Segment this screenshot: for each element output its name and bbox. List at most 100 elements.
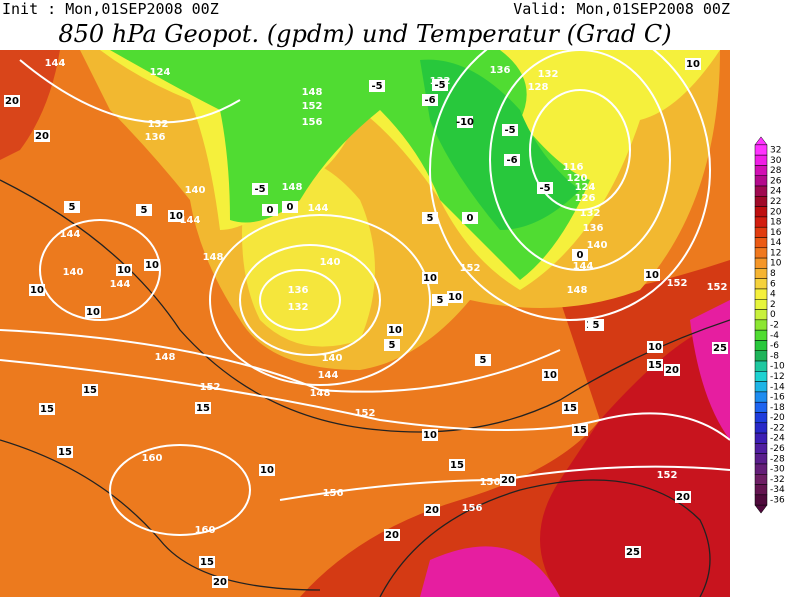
temperature-label: 10 <box>423 273 437 284</box>
height-label: 136 <box>583 223 604 234</box>
height-label: 140 <box>185 185 206 196</box>
temperature-label: -5 <box>434 80 445 91</box>
temperature-label: 10 <box>30 285 44 296</box>
temperature-label: 20 <box>35 131 49 142</box>
height-label: 148 <box>310 388 331 399</box>
label-box <box>384 339 400 351</box>
temperature-label: -5 <box>504 125 515 136</box>
colorbar-cell <box>754 154 768 166</box>
label-box <box>504 154 520 166</box>
colorbar-cell <box>754 299 768 310</box>
temperature-label: 10 <box>686 59 700 70</box>
height-label: 136 <box>490 65 511 76</box>
label-box <box>542 369 558 381</box>
temperature-label: 15 <box>40 404 54 415</box>
colorbar-cell <box>754 412 768 424</box>
temperature-label: -6 <box>424 95 435 106</box>
colorbar-cell <box>754 484 768 496</box>
label-box <box>432 294 448 306</box>
colorbar-cell <box>754 463 768 475</box>
warm-area <box>0 50 60 160</box>
isohypse <box>259 269 341 331</box>
colorbar-label: -4 <box>770 331 779 341</box>
colorbar-label: 2 <box>770 300 776 310</box>
label-box <box>422 429 438 441</box>
isohypse <box>109 444 251 536</box>
height-label: 124 <box>150 67 171 78</box>
height-label: 126 <box>575 193 596 204</box>
map: 144 124 132 136 148 152 156 140 144 148 148 144 140 1… <box>0 50 730 597</box>
label-box <box>85 306 101 318</box>
colorbar-arrow <box>754 504 768 514</box>
colorbar-cell <box>754 196 768 207</box>
colorbar-label: 12 <box>770 248 781 258</box>
height-label: 156 <box>480 477 501 488</box>
label-box <box>422 212 438 224</box>
label-box <box>387 324 403 336</box>
label-box <box>588 319 604 331</box>
colorbar-label: 28 <box>770 166 782 176</box>
temperature-label: 5 <box>69 202 76 213</box>
map-title: 850 hPa Geopot. (gpdm) und Temperatur (G… <box>58 20 671 48</box>
colorbar-cell <box>754 257 768 269</box>
height-label: 144 <box>573 261 594 272</box>
label-box <box>457 116 473 128</box>
colorbar-cell <box>754 381 768 393</box>
colorbar-cell <box>754 216 768 228</box>
colorbar-cell <box>754 453 768 465</box>
height-label: 132 <box>288 302 309 313</box>
height-label: 152 <box>707 282 728 293</box>
colorbar-cell <box>754 268 768 279</box>
label-box <box>572 249 588 261</box>
colorbar-label: 14 <box>770 238 782 248</box>
temperature-label: 5 <box>480 355 487 366</box>
temperature-label: 10 <box>145 260 159 271</box>
height-label: 144 <box>180 215 201 226</box>
temperature-label: 10 <box>423 430 437 441</box>
colorbar-cell <box>754 278 768 290</box>
height-label: 144 <box>60 229 81 240</box>
height-label: 144 <box>308 203 329 214</box>
colorbar-label: -12 <box>770 372 785 382</box>
temperature-label: 5 <box>437 295 444 306</box>
height-label: 132 <box>538 69 559 80</box>
label-box <box>685 58 701 70</box>
label-box <box>34 130 50 142</box>
label-box <box>475 354 491 366</box>
colorbar-cell <box>754 319 768 331</box>
colorbar-label: -20 <box>770 413 785 423</box>
label-box <box>29 284 45 296</box>
temperature-label: 25 <box>713 343 727 354</box>
label-box <box>675 491 691 503</box>
valid-time: Valid: Mon,01SEP2008 00Z <box>513 0 730 18</box>
temperature-label: -10 <box>456 117 474 128</box>
colorbar-label: 8 <box>770 269 776 279</box>
hot-area <box>420 300 730 597</box>
colorbar-label: -8 <box>770 351 779 361</box>
temperature-label: -5 <box>254 184 265 195</box>
colorbar-label: 22 <box>770 197 781 207</box>
colorbar-label: -10 <box>770 362 785 372</box>
height-label: 152 <box>200 382 221 393</box>
temperature-label: 10 <box>448 292 462 303</box>
colorbar-cell <box>754 237 768 249</box>
colorbar-cell <box>754 206 768 218</box>
temperature-label: 15 <box>450 460 464 471</box>
isotherm <box>0 439 321 591</box>
label-box <box>625 546 641 558</box>
colorbar-label: 26 <box>770 176 782 186</box>
hot-area <box>540 320 730 597</box>
label-box <box>282 201 298 213</box>
height-label: 156 <box>323 488 344 499</box>
colorbar-cell <box>754 371 768 382</box>
colorbar-arrow <box>754 136 768 146</box>
colorbar-cell <box>754 350 768 362</box>
colorbar-label: 6 <box>770 279 776 289</box>
height-label: 136 <box>145 132 166 143</box>
height-label: 148 <box>567 285 588 296</box>
colorbar-label: 16 <box>770 228 782 238</box>
temperature-label: 0 <box>287 202 294 213</box>
height-label: 128 <box>528 82 549 93</box>
temperature-label: 25 <box>626 547 640 558</box>
temperature-label: 5 <box>427 213 434 224</box>
